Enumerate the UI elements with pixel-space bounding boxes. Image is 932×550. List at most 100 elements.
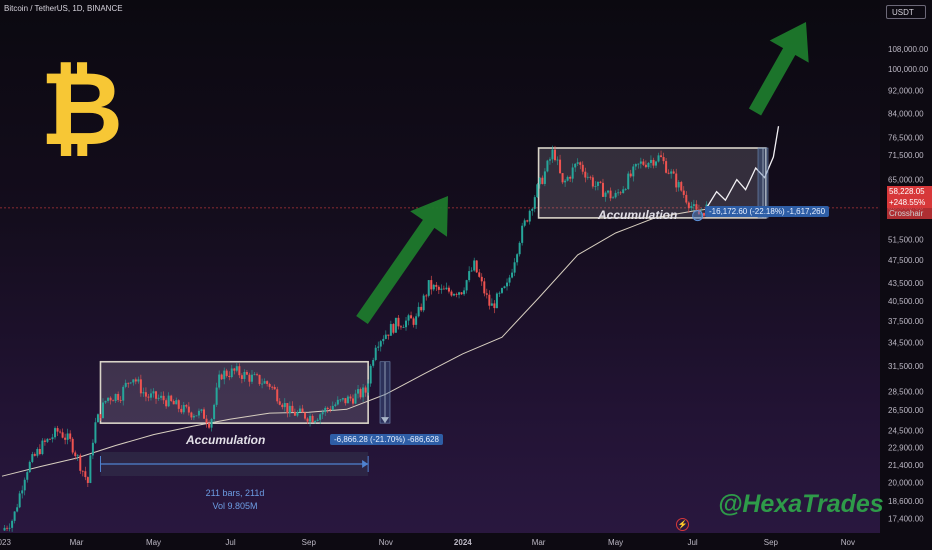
candle-body: [91, 442, 94, 456]
candle-body: [680, 182, 683, 191]
candle-body: [450, 291, 453, 296]
candle-body: [13, 511, 16, 521]
candle-body: [435, 284, 438, 287]
candle-body: [233, 368, 236, 371]
candle-body: [617, 192, 620, 194]
candle-body: [440, 288, 443, 290]
candle-body: [622, 189, 625, 194]
candle-body: [334, 404, 337, 406]
candle-body: [258, 374, 261, 385]
x-tick-label: Nov: [379, 538, 393, 547]
candle-body: [589, 176, 592, 178]
candle-body: [104, 400, 107, 403]
candle-body: [6, 527, 9, 529]
candle-body: [447, 287, 450, 292]
candle-body: [220, 374, 223, 380]
candle-body: [513, 262, 516, 273]
candle-body: [369, 365, 372, 384]
candle-body: [137, 379, 140, 382]
lightning-icon[interactable]: ⚡: [676, 518, 689, 531]
candle-body: [480, 276, 483, 282]
candle-body: [309, 415, 312, 422]
candle-body: [69, 433, 72, 439]
candle-body: [586, 176, 589, 178]
candle-body: [248, 374, 251, 382]
y-tick-label: 65,000.00: [888, 176, 924, 185]
candle-body: [372, 359, 375, 366]
candle-body: [144, 392, 147, 397]
candle-body: [637, 163, 640, 165]
y-tick-label: 76,500.00: [888, 134, 924, 143]
candle-body: [665, 161, 668, 173]
x-tick-label: 2024: [454, 538, 472, 547]
candle-body: [624, 188, 627, 190]
candle-body: [604, 192, 607, 197]
candle-body: [48, 438, 51, 440]
candle-body: [399, 326, 402, 328]
candle-body: [107, 397, 110, 401]
candle-body: [341, 398, 344, 400]
candle-body: [288, 405, 291, 414]
currency-selector[interactable]: USDT: [886, 5, 926, 19]
x-tick-label: May: [608, 538, 623, 547]
candle-body: [149, 393, 152, 398]
candle-body: [190, 412, 193, 418]
candle-body: [56, 428, 59, 432]
x-tick-label: 2023: [0, 538, 11, 547]
candle-body: [165, 400, 168, 407]
candle-body: [208, 423, 211, 428]
candle-body: [18, 493, 21, 508]
candle-body: [84, 471, 87, 478]
candle-body: [670, 171, 673, 174]
candle-body: [155, 391, 158, 399]
candle-body: [452, 294, 455, 296]
candle-body: [203, 409, 206, 419]
candle-body: [702, 212, 705, 216]
candle-body: [301, 408, 304, 413]
candle-body: [79, 455, 82, 471]
candle-body: [364, 387, 367, 393]
candle-body: [384, 334, 387, 339]
candle-body: [245, 372, 248, 375]
candle-body: [102, 402, 105, 419]
candle-body: [432, 284, 435, 290]
y-tick-label: 40,500.00: [888, 297, 924, 306]
candle-body: [402, 327, 405, 328]
candle-body: [152, 391, 155, 394]
candle-body: [627, 173, 630, 189]
candle-body: [387, 334, 390, 336]
candle-body: [405, 320, 408, 328]
candle-body: [556, 159, 559, 161]
candle-body: [612, 197, 615, 199]
last-change-tag: +248.55%: [887, 197, 932, 208]
candle-body: [117, 393, 120, 400]
moving-average-line: [1, 208, 707, 477]
candle-body: [96, 414, 99, 423]
candle-body: [359, 389, 362, 398]
candle-body: [33, 454, 36, 456]
candle-body: [351, 398, 354, 404]
bitcoin-logo-icon: ₿: [40, 50, 124, 169]
candle-body: [465, 280, 468, 291]
candle-body: [619, 192, 622, 194]
candle-body: [407, 315, 410, 321]
x-tick-label: Sep: [764, 538, 779, 547]
candle-body: [210, 419, 213, 428]
candle-body: [508, 277, 511, 283]
candle-body: [675, 173, 678, 188]
candle-body: [238, 366, 241, 376]
candle-body: [394, 317, 397, 333]
measure-bar-2023-head: [381, 417, 389, 424]
y-tick-label: 43,500.00: [888, 279, 924, 288]
candle-body: [564, 180, 567, 183]
candle-body: [581, 164, 584, 172]
candle-body: [644, 164, 647, 168]
candle-body: [652, 159, 655, 166]
candle-body: [584, 171, 587, 178]
candle-body: [561, 173, 564, 183]
chart-title: Bitcoin / TetherUS, 1D, BINANCE: [4, 4, 123, 13]
watermark: @HexaTrades: [718, 490, 884, 518]
candle-body: [506, 282, 509, 287]
candle-body: [379, 341, 382, 347]
